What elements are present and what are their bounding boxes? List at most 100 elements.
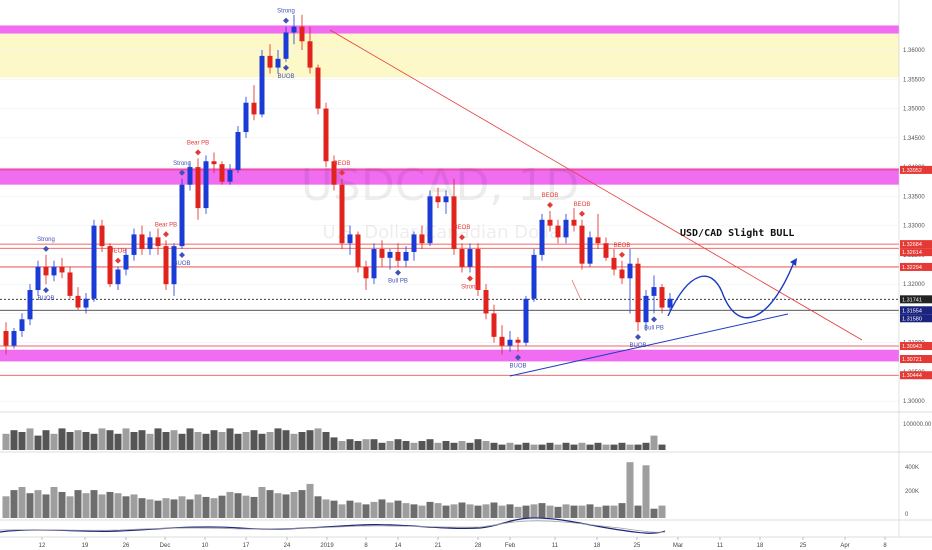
time-tick-label: 14 <box>395 543 402 549</box>
candle-body <box>291 26 297 33</box>
volume-bar <box>170 430 178 450</box>
volume2-bar <box>626 462 634 518</box>
signal-label: BUOB <box>629 343 646 349</box>
candles <box>3 14 673 355</box>
volume-bar <box>418 441 426 450</box>
volume2-bar <box>642 465 650 518</box>
candle-body <box>331 161 337 185</box>
signal-label: BUOB <box>37 296 54 302</box>
volume2-bar <box>330 500 338 518</box>
volume-bar <box>442 441 450 450</box>
volume-bar <box>658 444 666 450</box>
volume2-bar <box>122 496 130 518</box>
candle-body <box>387 251 393 258</box>
bull-signal-marker <box>635 333 641 340</box>
red-arrow <box>571 279 582 301</box>
volume-bar <box>338 441 346 450</box>
oscillator-line-light <box>0 520 666 533</box>
bear-signal-marker <box>115 257 121 264</box>
volume-bar <box>554 444 562 450</box>
candle-body <box>91 225 97 299</box>
candle-body <box>67 272 73 296</box>
signal-label: Strong <box>277 9 295 15</box>
time-axis: 12 19 26 Dec 10 17 24 2019 8 14 21 28 Feb 11 18 25 Mar 11… <box>39 537 887 549</box>
price-badge: 1.31580 <box>900 314 932 323</box>
candle-body <box>11 330 17 346</box>
time-tick-label: 26 <box>123 543 130 549</box>
candle-body <box>419 234 425 244</box>
price-axis: 1.360001.355001.350001.345001.340001.335… <box>903 48 925 405</box>
candle-body <box>539 219 545 255</box>
candle-body <box>275 58 281 68</box>
volume2-bar <box>610 505 618 518</box>
price-badge-bg <box>900 248 932 257</box>
candle-body <box>227 170 233 182</box>
volume2-bar <box>338 504 346 518</box>
price-badge-label: 1.32684 <box>902 242 922 248</box>
volume-bar <box>234 433 242 450</box>
volume2-bar <box>218 495 226 518</box>
volume2-bar <box>426 501 434 518</box>
volume-bar <box>450 442 458 450</box>
volume2-bar <box>594 506 602 518</box>
candle-body <box>443 196 449 203</box>
volume2-bar <box>274 493 282 518</box>
volume-bar <box>162 432 170 450</box>
price-badge: 1.32614 <box>900 248 932 257</box>
volume2-bar <box>138 498 146 518</box>
candle-body <box>203 161 209 209</box>
volume2-bar <box>314 496 322 518</box>
signal-label: BEOB <box>110 249 127 255</box>
bear-signal-marker <box>619 251 625 258</box>
bear-signal-marker <box>459 234 465 241</box>
candle-body <box>123 254 129 270</box>
volume2-bar <box>66 496 74 518</box>
candle-body <box>355 234 361 267</box>
price-badge-label: 1.31554 <box>902 308 922 314</box>
volume2-tick-label: 400K <box>905 465 919 471</box>
signal-label: Strong <box>461 284 479 290</box>
volume-bar <box>26 428 34 450</box>
candle-body <box>595 237 601 244</box>
volume-bar <box>202 433 210 450</box>
candle-body <box>323 108 329 162</box>
candle-body <box>131 234 137 255</box>
volume-bar <box>522 442 530 450</box>
candle-body <box>371 249 377 279</box>
time-tick-label: 19 <box>82 543 89 549</box>
volume2-bar <box>546 505 554 518</box>
volume2-bar <box>106 491 114 518</box>
volume2-bar <box>506 504 514 518</box>
signal-label: Bear PB <box>187 140 209 146</box>
price-badge-label: 1.30721 <box>902 357 922 363</box>
bull-signal-marker <box>395 269 401 276</box>
volume-bar <box>242 432 250 450</box>
volume2-bar <box>354 502 362 518</box>
volume-bar <box>274 428 282 450</box>
candle-body <box>499 336 505 346</box>
candle-body <box>251 102 257 115</box>
candle-body <box>299 26 305 42</box>
volume2-bar <box>362 504 370 518</box>
volume-bar <box>530 444 538 450</box>
price-badge-label: 1.31580 <box>902 316 922 322</box>
candle-body <box>627 263 633 279</box>
price-badge: 1.32684 <box>900 240 932 249</box>
bull-signal-marker <box>283 64 289 71</box>
candle-body <box>235 131 241 171</box>
price-badge-bg <box>900 240 932 249</box>
time-tick-label: 25 <box>634 543 641 549</box>
candle-body <box>427 196 433 244</box>
volume2-bar <box>114 493 122 518</box>
time-tick-label: 18 <box>594 543 601 549</box>
volume2-bar <box>474 505 482 518</box>
volume-bar <box>490 442 498 450</box>
volume-bar <box>386 441 394 450</box>
volume2-bar <box>514 506 522 518</box>
volume2-bar <box>370 501 378 518</box>
candle-body <box>195 167 201 209</box>
volume-bar <box>314 428 322 450</box>
signal-label: BEOB <box>614 243 631 249</box>
candle-body <box>411 234 417 252</box>
